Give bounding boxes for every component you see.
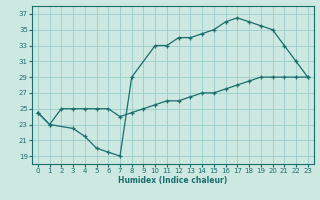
X-axis label: Humidex (Indice chaleur): Humidex (Indice chaleur) [118,176,228,185]
